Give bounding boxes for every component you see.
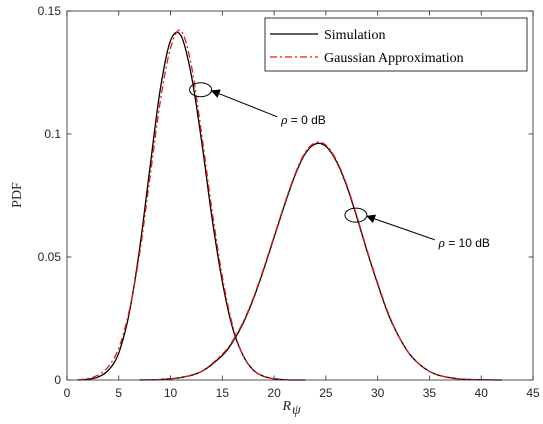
x-tick-label: 40 xyxy=(475,386,489,400)
annotation-text: = 0 dB xyxy=(287,113,325,127)
legend: Simulation Gaussian Approximation xyxy=(264,17,528,72)
x-tick-label: 25 xyxy=(319,386,333,400)
x-tick-label: 0 xyxy=(64,386,71,400)
tick-layer: 0 5 10 15 20 25 30 35 40 45 0 0.05 0.1 0.15 xyxy=(38,4,540,400)
y-tick-label: 0 xyxy=(54,373,61,387)
legend-label-simulation: Simulation xyxy=(324,28,385,43)
annotation-arrow-0 xyxy=(210,89,278,118)
x-tick-label: 5 xyxy=(115,386,122,400)
annotation-layer: ρ = 0 dBρ = 10 dB xyxy=(189,82,490,250)
x-tick-label: 45 xyxy=(526,386,540,400)
x-tick-label: 30 xyxy=(371,386,385,400)
series-layer xyxy=(77,29,502,381)
x-axis-label-main: R xyxy=(281,399,291,414)
x-tick-label: 15 xyxy=(216,386,230,400)
y-tick-label: 0.1 xyxy=(44,127,61,141)
x-axis-label-subscript: ψ xyxy=(292,403,301,418)
annotation-text: = 10 dB xyxy=(445,236,490,250)
series-line-1 xyxy=(77,29,306,381)
legend-label-gaussian: Gaussian Approximation xyxy=(324,51,464,66)
x-tick-label: 10 xyxy=(164,386,178,400)
annotation-symbol: ρ xyxy=(438,235,445,250)
x-axis-label: R ψ xyxy=(281,399,301,418)
x-tick-label: 35 xyxy=(423,386,437,400)
annotation-label-1: ρ = 10 dB xyxy=(438,235,490,250)
annotation-label-0: ρ = 0 dB xyxy=(280,112,326,127)
legend-box xyxy=(264,17,528,72)
x-tick-label: 20 xyxy=(267,386,281,400)
y-tick-label: 0.05 xyxy=(38,250,62,264)
annotation-arrow-1 xyxy=(366,214,435,241)
plot-area xyxy=(67,11,533,380)
y-tick-label: 0.15 xyxy=(38,4,62,18)
y-axis-label: PDF xyxy=(10,182,25,208)
series-line-3 xyxy=(139,141,502,381)
axes-box xyxy=(66,10,534,381)
series-line-2 xyxy=(139,142,502,381)
annotation-symbol: ρ xyxy=(280,112,287,127)
